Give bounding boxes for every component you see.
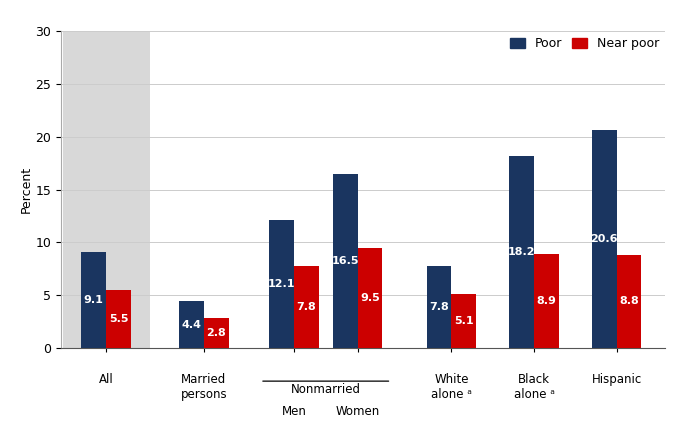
Bar [294, 265, 318, 348]
Text: 5.5: 5.5 [109, 314, 128, 324]
Text: 2.8: 2.8 [206, 328, 226, 338]
Bar [426, 265, 452, 348]
Legend: Poor, Near poor: Poor, Near poor [509, 37, 659, 50]
Text: White
alone ᵃ: White alone ᵃ [431, 373, 472, 401]
Bar [452, 294, 476, 348]
Bar [204, 318, 229, 348]
Bar [106, 290, 131, 348]
Bar [534, 254, 559, 348]
Text: Women: Women [335, 405, 380, 418]
Y-axis label: Percent: Percent [20, 166, 33, 213]
Text: Men: Men [281, 405, 306, 418]
Bar [333, 173, 358, 348]
Text: 12.1: 12.1 [268, 279, 295, 289]
Text: Married
persons: Married persons [181, 373, 227, 401]
Text: 4.4: 4.4 [181, 320, 202, 330]
Text: Nonmarried: Nonmarried [291, 383, 361, 396]
Bar [358, 248, 382, 348]
Text: 18.2: 18.2 [508, 247, 536, 257]
Bar [617, 255, 642, 348]
Bar [509, 156, 534, 348]
Text: 7.8: 7.8 [296, 301, 316, 312]
Text: 8.8: 8.8 [619, 297, 639, 306]
Text: 9.5: 9.5 [360, 293, 380, 303]
Text: 7.8: 7.8 [429, 301, 449, 312]
Text: 8.9: 8.9 [536, 296, 556, 306]
Text: 16.5: 16.5 [331, 256, 359, 266]
Text: 20.6: 20.6 [591, 234, 618, 244]
Text: 5.1: 5.1 [454, 316, 474, 326]
Bar [81, 252, 106, 348]
Bar [179, 301, 204, 348]
Text: All: All [98, 373, 113, 386]
Bar [62, 31, 149, 348]
Text: 9.1: 9.1 [84, 295, 104, 305]
Text: Black
alone ᵃ: Black alone ᵃ [513, 373, 555, 401]
Bar [592, 130, 617, 348]
Bar [269, 220, 294, 348]
Text: Hispanic: Hispanic [591, 373, 642, 386]
